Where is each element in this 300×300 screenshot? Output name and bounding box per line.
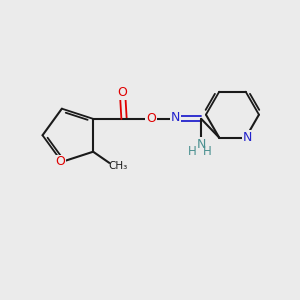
Text: O: O xyxy=(118,86,128,99)
Text: N: N xyxy=(171,111,180,124)
Text: N: N xyxy=(242,131,252,144)
Text: O: O xyxy=(56,155,65,168)
Text: N: N xyxy=(196,138,206,151)
Text: CH₃: CH₃ xyxy=(108,161,127,171)
Text: O: O xyxy=(146,112,156,125)
Text: H: H xyxy=(188,145,197,158)
Text: H: H xyxy=(203,145,212,158)
